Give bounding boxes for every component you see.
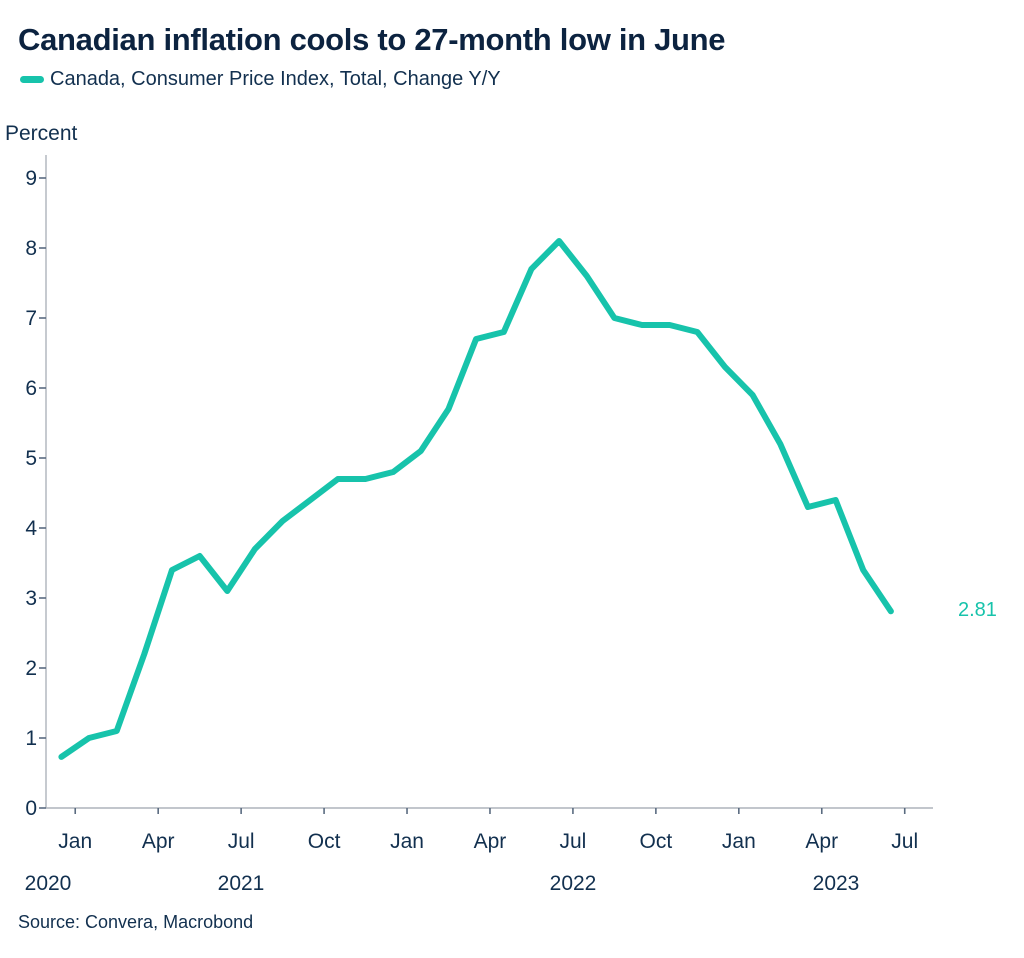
x-tick-label: Apr <box>142 830 175 853</box>
x-year-label: 2020 <box>25 872 72 895</box>
cpi-line-series <box>58 238 894 760</box>
x-tick-label: Jul <box>228 830 255 853</box>
y-tick-label: 1 <box>25 727 37 750</box>
y-tick-label: 7 <box>25 307 37 330</box>
y-tick-label: 2 <box>25 657 37 680</box>
y-tick-label: 3 <box>25 587 37 610</box>
x-year-label: 2023 <box>813 872 860 895</box>
x-year-label: 2022 <box>550 872 597 895</box>
x-tick-label: Apr <box>805 830 838 853</box>
x-tick-label: Apr <box>474 830 507 853</box>
source-note: Source: Convera, Macrobond <box>18 912 254 932</box>
x-tick-label: Jan <box>722 830 756 853</box>
x-tick-label: Oct <box>308 830 341 853</box>
x-tick-label: Jan <box>58 830 92 853</box>
y-tick-label: 5 <box>25 447 37 470</box>
x-tick-label: Jul <box>891 830 918 853</box>
x-tick-label: Jul <box>559 830 586 853</box>
legend-line-swatch-icon <box>20 76 44 83</box>
y-axis-unit-label: Percent <box>5 122 78 145</box>
x-tick-label: Jan <box>390 830 424 853</box>
y-tick-label: 4 <box>25 517 37 540</box>
legend-label: Canada, Consumer Price Index, Total, Cha… <box>50 68 501 90</box>
y-tick-label: 6 <box>25 377 37 400</box>
page-title: Canadian inflation cools to 27-month low… <box>18 22 726 57</box>
last-value-label: 2.81 <box>958 599 997 621</box>
x-year-label: 2021 <box>218 872 265 895</box>
legend: Canada, Consumer Price Index, Total, Cha… <box>20 68 501 91</box>
y-tick-label: 9 <box>25 167 37 190</box>
x-tick-label: Oct <box>640 830 673 853</box>
y-tick-label: 8 <box>25 237 37 260</box>
y-tick-label: 0 <box>25 797 37 820</box>
